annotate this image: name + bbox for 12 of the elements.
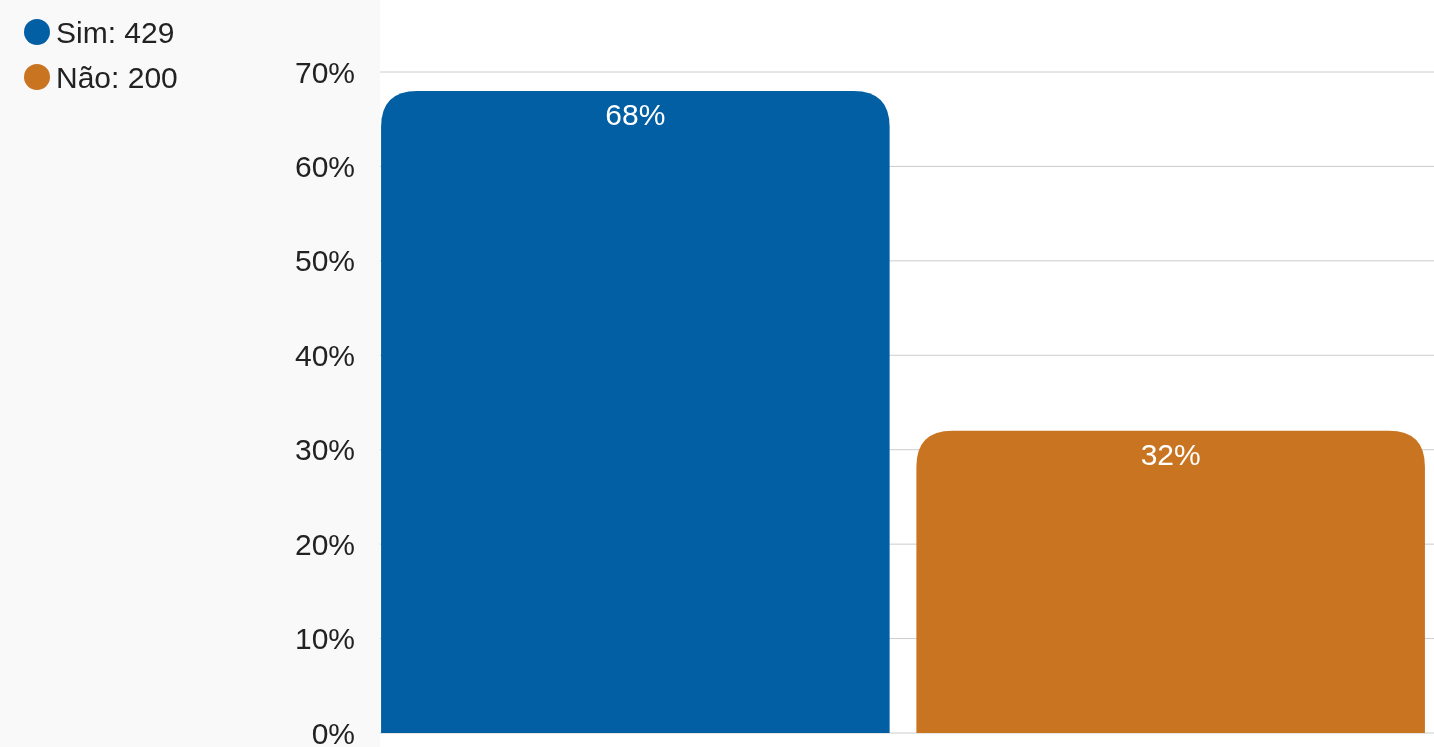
legend-label: Sim: 429 (56, 15, 175, 49)
legend-label: Não: 200 (56, 60, 178, 94)
y-tick-label: 70% (294, 55, 355, 89)
y-tick-label: 0% (311, 716, 355, 747)
y-tick-label: 20% (294, 527, 355, 561)
data-label: 32% (1140, 437, 1201, 471)
y-tick-label: 30% (294, 433, 355, 467)
y-tick-label: 50% (294, 244, 355, 278)
y-tick-label: 10% (294, 622, 355, 656)
y-tick-label: 40% (294, 338, 355, 372)
data-label: 68% (605, 97, 666, 131)
y-tick-label: 60% (294, 149, 355, 183)
